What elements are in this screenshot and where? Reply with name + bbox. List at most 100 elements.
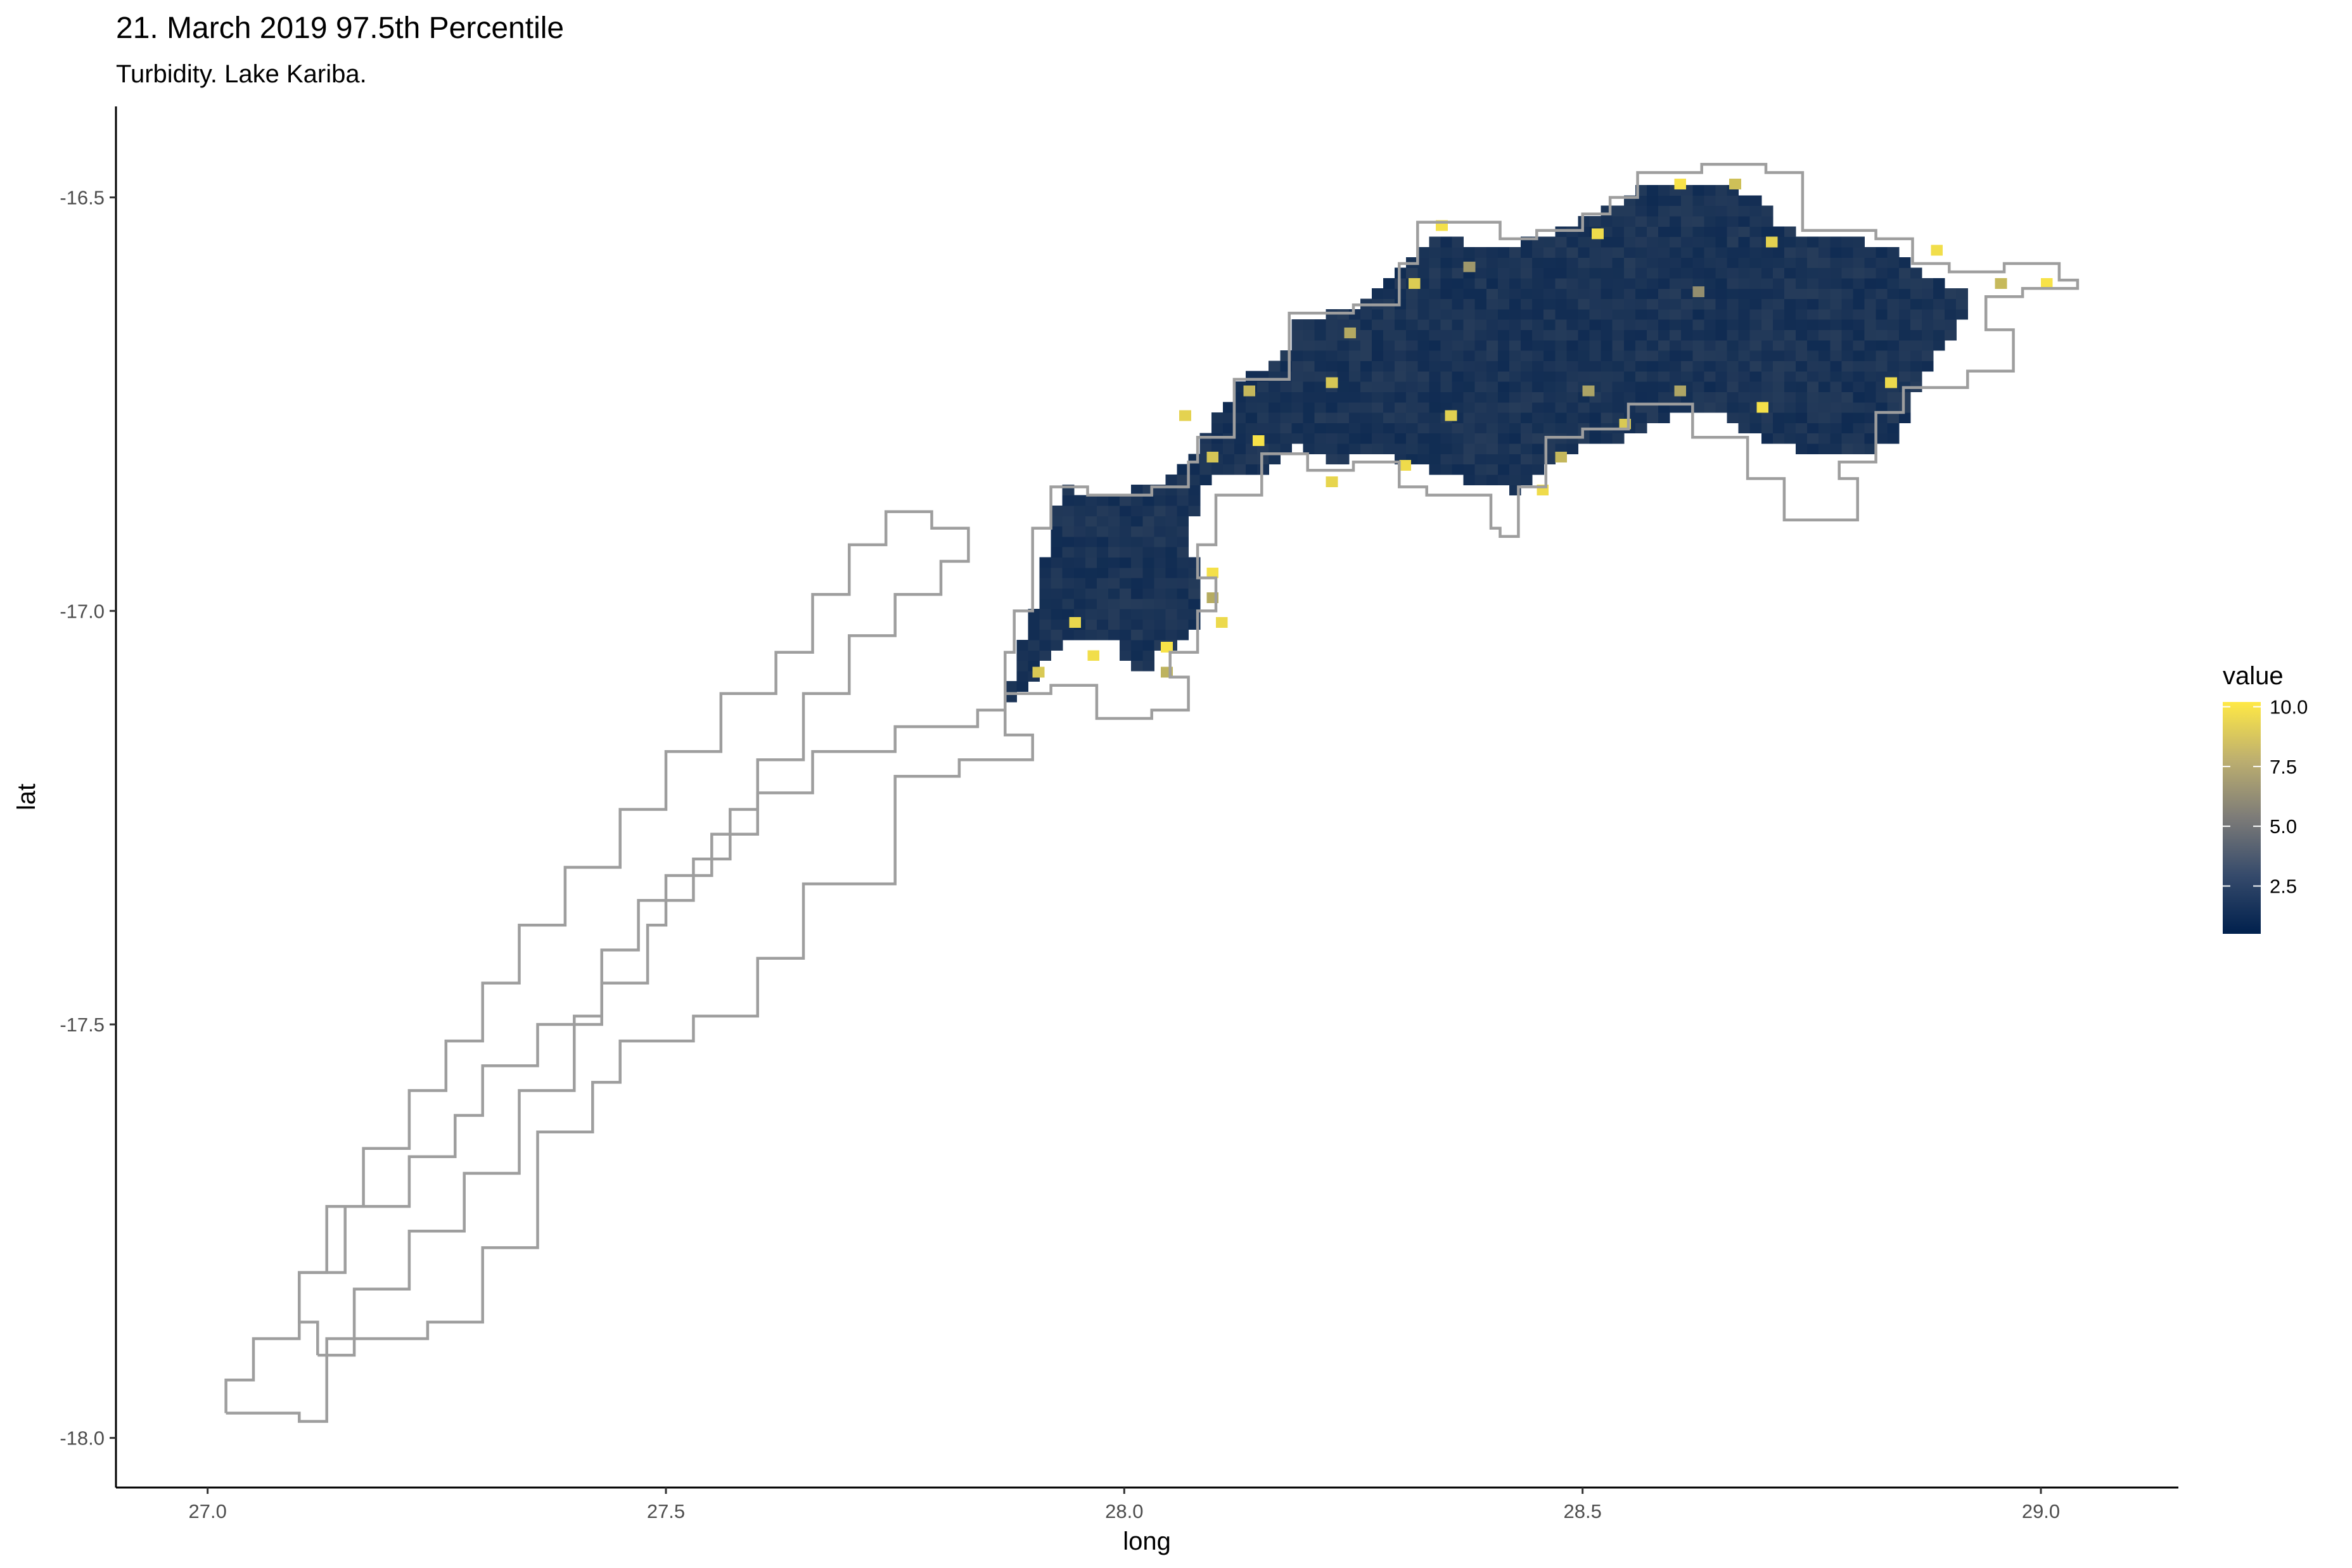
water-cell — [1497, 371, 1510, 382]
water-cell — [1841, 340, 1853, 351]
water-cell — [1051, 609, 1063, 620]
water-cell — [1417, 267, 1429, 279]
water-cell — [1715, 360, 1728, 372]
water-cell — [1658, 288, 1670, 300]
water-cell — [1738, 288, 1751, 300]
water-cell — [1704, 195, 1716, 207]
water-cell — [1635, 205, 1647, 217]
water-cell — [1337, 360, 1350, 372]
water-cell — [1326, 454, 1338, 465]
water-cell — [1073, 516, 1086, 527]
water-cell — [1440, 433, 1453, 444]
water-cell — [1623, 216, 1636, 227]
water-cell — [1383, 423, 1395, 434]
water-cell — [1246, 412, 1258, 423]
water-cell — [1566, 381, 1578, 392]
water-cell — [1429, 464, 1441, 475]
water-cell — [1154, 567, 1166, 578]
water-cell — [1658, 216, 1670, 227]
water-cell — [1635, 319, 1647, 330]
water-cell — [1772, 371, 1785, 382]
water-cell — [1921, 309, 1934, 320]
water-cell — [1188, 495, 1201, 506]
water-cell — [1521, 402, 1533, 413]
water-cell — [1463, 454, 1476, 465]
water-cell — [1555, 371, 1567, 382]
water-cell — [1177, 464, 1189, 475]
water-cell — [1177, 598, 1189, 609]
water-cell — [1291, 381, 1303, 392]
water-cell — [1692, 319, 1704, 330]
water-cell — [1635, 309, 1647, 320]
water-cell — [1646, 226, 1659, 238]
water-cell — [1818, 423, 1831, 434]
water-cell — [1578, 402, 1590, 413]
water-cell — [1211, 423, 1224, 434]
water-cell — [1784, 277, 1796, 289]
high-turbidity-cell — [1206, 452, 1219, 462]
water-cell — [1635, 277, 1647, 289]
water-cell — [1532, 381, 1544, 392]
water-cell — [1566, 329, 1578, 341]
water-cell — [1704, 236, 1716, 248]
water-cell — [1876, 298, 1888, 310]
water-cell — [1749, 195, 1762, 207]
water-cell — [1738, 226, 1751, 238]
water-cell — [1841, 443, 1853, 454]
water-cell — [1120, 505, 1132, 516]
water-cell — [1612, 309, 1625, 320]
water-cell — [1646, 329, 1659, 341]
water-cell — [1406, 288, 1418, 300]
water-cell — [1291, 350, 1303, 361]
water-cell — [1463, 433, 1476, 444]
water-cell — [1589, 236, 1602, 248]
water-cell — [1154, 578, 1166, 589]
water-cell — [1566, 340, 1578, 351]
water-cell — [1509, 309, 1521, 320]
water-cell — [1429, 298, 1441, 310]
water-cell — [1589, 277, 1602, 289]
water-cell — [1532, 257, 1544, 269]
water-cell — [1601, 412, 1613, 423]
water-cell — [1452, 246, 1464, 258]
water-cell — [1326, 329, 1338, 341]
water-cell — [1474, 412, 1487, 423]
water-cell — [1692, 246, 1704, 258]
water-cell — [1429, 433, 1441, 444]
water-cell — [1177, 557, 1189, 568]
water-cell — [1910, 277, 1922, 289]
water-cell — [1807, 423, 1819, 434]
water-cell — [1830, 277, 1842, 289]
water-cell — [1623, 319, 1636, 330]
water-cell — [1406, 350, 1418, 361]
water-cell — [1727, 195, 1739, 207]
water-cell — [1727, 288, 1739, 300]
water-cell — [1544, 340, 1556, 351]
plot-subtitle: Turbidity. Lake Kariba. — [116, 60, 367, 88]
water-cell — [1818, 319, 1831, 330]
water-cell — [1532, 464, 1544, 475]
map-panel — [224, 163, 2080, 1423]
water-cell — [1749, 246, 1762, 258]
water-cell — [1601, 226, 1613, 238]
water-cell — [1830, 288, 1842, 300]
water-cell — [1154, 526, 1166, 537]
high-turbidity-cell — [1243, 385, 1256, 397]
water-cell — [1257, 412, 1269, 423]
water-cell — [1853, 443, 1865, 454]
water-cell — [1784, 267, 1796, 279]
water-cell — [1658, 340, 1670, 351]
water-cell — [1818, 298, 1831, 310]
water-cell — [1142, 536, 1154, 547]
water-cell — [1486, 402, 1499, 413]
y-tick-label: -17.0 — [60, 600, 105, 622]
water-cell — [1727, 298, 1739, 310]
water-cell — [1796, 381, 1808, 392]
water-cell — [1749, 309, 1762, 320]
water-cell — [1417, 443, 1429, 454]
water-cell — [1291, 392, 1303, 403]
water-cell — [1085, 536, 1097, 547]
water-cell — [1062, 547, 1075, 558]
water-cell — [1566, 309, 1578, 320]
water-cell — [1658, 226, 1670, 238]
